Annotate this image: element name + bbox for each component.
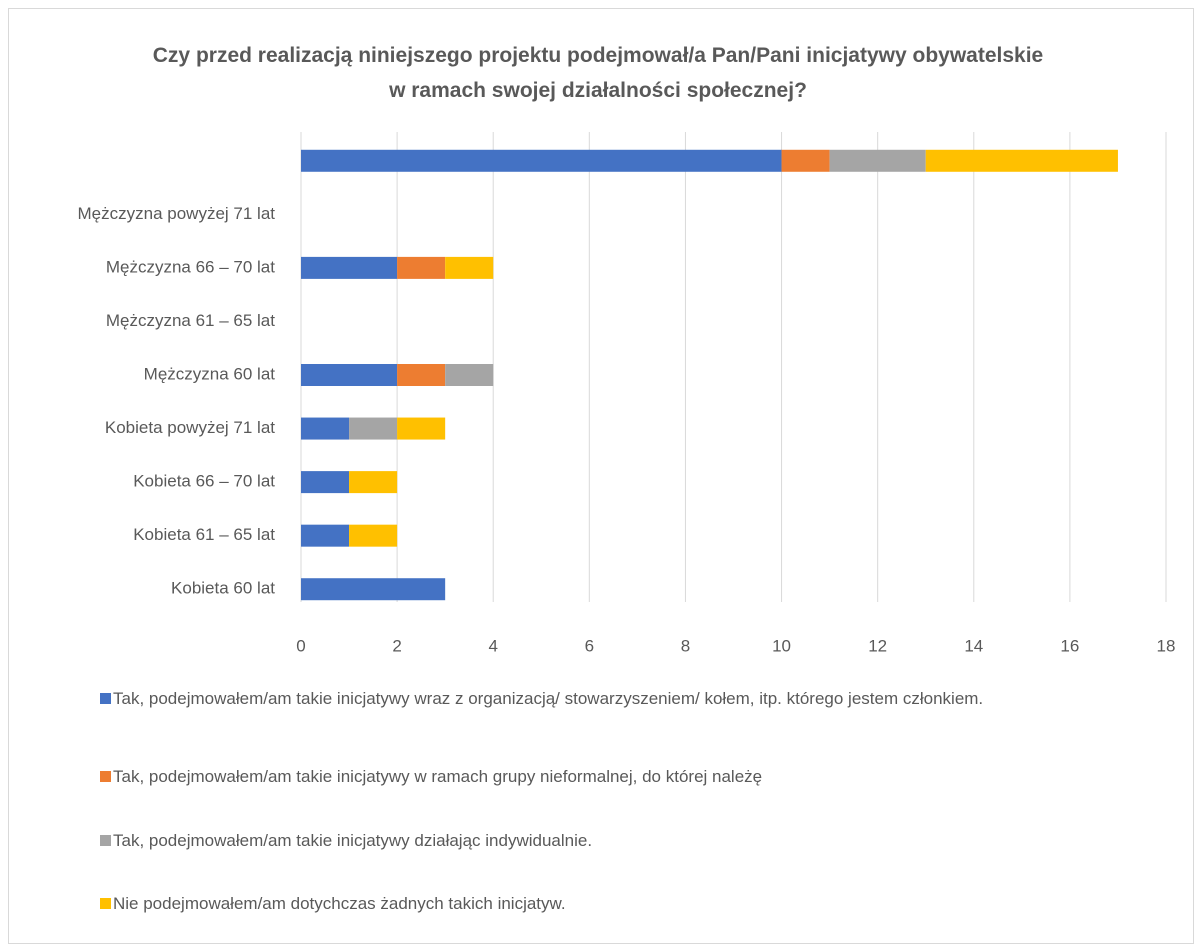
y-tick-label: Mężczyzna 61 – 65 lat [106, 311, 275, 330]
legend-item: Nie podejmowałem/am dotychczas żadnych t… [100, 891, 1145, 916]
legend-item: Tak, podejmowałem/am takie inicjatywy w … [100, 764, 1145, 789]
bar-segment [445, 364, 494, 386]
chart-title: Czy przed realizacją niniejszego projekt… [152, 44, 1044, 102]
legend-swatch [100, 835, 111, 846]
bar-segment [301, 578, 446, 601]
bar-segment [301, 364, 398, 386]
bar-segment [781, 149, 830, 172]
y-tick-label: Mężczyzna powyżej 71 lat [78, 204, 276, 223]
bar-segment [301, 417, 350, 440]
bar-segment [397, 417, 446, 440]
legend-swatch [100, 771, 111, 782]
legend-item: Tak, podejmowałem/am takie inicjatywy dz… [100, 828, 1145, 853]
bar-segment [397, 256, 446, 279]
bar-segment [349, 417, 398, 440]
bar-segment [397, 364, 446, 386]
y-tick-label: Kobieta powyżej 71 lat [105, 418, 275, 437]
x-tick-label: 0 [296, 636, 305, 655]
bar-segment [925, 149, 1118, 172]
y-tick-label: Kobieta 61 – 65 lat [133, 525, 275, 544]
bar-segment [445, 256, 494, 279]
y-tick-label: Mężczyzna 66 – 70 lat [106, 257, 275, 276]
legend-label: Tak, podejmowałem/am takie inicjatywy dz… [113, 831, 593, 850]
chart-border [8, 8, 1194, 944]
bar-segment [301, 524, 350, 547]
bar-segment [829, 149, 926, 172]
bar-segment [349, 524, 398, 547]
x-tick-label: 14 [964, 636, 983, 655]
bar-segment [301, 256, 398, 279]
legend-swatch [100, 693, 111, 704]
x-tick-label: 12 [868, 636, 887, 655]
legend-swatch [100, 898, 111, 909]
x-tick-label: 18 [1157, 636, 1176, 655]
legend-label: Tak, podejmowałem/am takie inicjatywy w … [113, 767, 763, 786]
bar-segment [301, 149, 782, 172]
y-tick-label: Kobieta 66 – 70 lat [133, 472, 275, 491]
y-tick-label: Mężczyzna 60 lat [144, 364, 276, 383]
legend-item: Tak, podejmowałem/am takie inicjatywy wr… [100, 686, 1145, 711]
x-tick-label: 2 [392, 636, 401, 655]
x-tick-label: 6 [585, 636, 594, 655]
legend-label: Tak, podejmowałem/am takie inicjatywy wr… [113, 689, 984, 708]
legend-label: Nie podejmowałem/am dotychczas żadnych t… [113, 894, 566, 913]
x-tick-label: 8 [681, 636, 690, 655]
x-tick-label: 4 [488, 636, 497, 655]
bar-segment [349, 471, 398, 494]
bar-segment [301, 471, 350, 494]
x-tick-label: 10 [772, 636, 791, 655]
x-tick-label: 16 [1060, 636, 1079, 655]
y-tick-label: Kobieta 60 lat [171, 579, 275, 598]
